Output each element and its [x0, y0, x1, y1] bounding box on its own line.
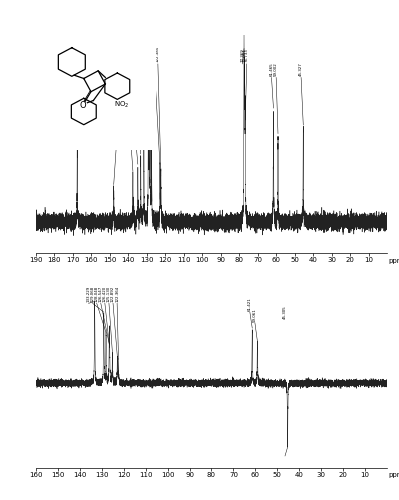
- Text: 126.420: 126.420: [103, 286, 107, 302]
- Text: 167.637: 167.637: [75, 46, 79, 64]
- Text: 128.048: 128.048: [95, 286, 99, 302]
- Text: 45.305: 45.305: [283, 306, 287, 320]
- Text: 126.547: 126.547: [99, 286, 103, 302]
- Text: 134.849: 134.849: [127, 46, 131, 62]
- Text: 122.364: 122.364: [115, 286, 119, 302]
- Text: ppm: ppm: [389, 258, 399, 264]
- Text: 128.137: 128.137: [145, 46, 149, 62]
- Text: 122.906: 122.906: [152, 46, 156, 62]
- Text: NO$_2$: NO$_2$: [115, 100, 130, 110]
- Text: O: O: [80, 102, 87, 110]
- Text: 129.068: 129.068: [91, 286, 95, 302]
- Text: 133.229: 133.229: [87, 286, 91, 302]
- Text: 133.290: 133.290: [130, 46, 134, 62]
- Text: ppm: ppm: [389, 472, 399, 478]
- Text: 76.733: 76.733: [245, 48, 249, 62]
- Text: 122.385: 122.385: [156, 46, 160, 62]
- Text: 61.465: 61.465: [270, 62, 274, 76]
- Text: 131.612: 131.612: [134, 46, 138, 62]
- Text: 129.112: 129.112: [138, 46, 142, 62]
- Text: 147.896: 147.896: [120, 46, 124, 62]
- Text: 77.051: 77.051: [243, 48, 247, 62]
- Text: 59.061: 59.061: [253, 308, 257, 322]
- Text: 122.892: 122.892: [111, 286, 115, 302]
- Text: 45.327: 45.327: [299, 62, 303, 76]
- Text: 77.369: 77.369: [241, 48, 245, 62]
- Text: 125.130: 125.130: [107, 286, 111, 302]
- Text: 59.002: 59.002: [274, 62, 278, 76]
- Text: 137.514: 137.514: [123, 46, 127, 62]
- Text: 128.663: 128.663: [142, 46, 146, 62]
- Text: 127.451: 127.451: [149, 46, 153, 62]
- Text: 61.421: 61.421: [248, 298, 252, 312]
